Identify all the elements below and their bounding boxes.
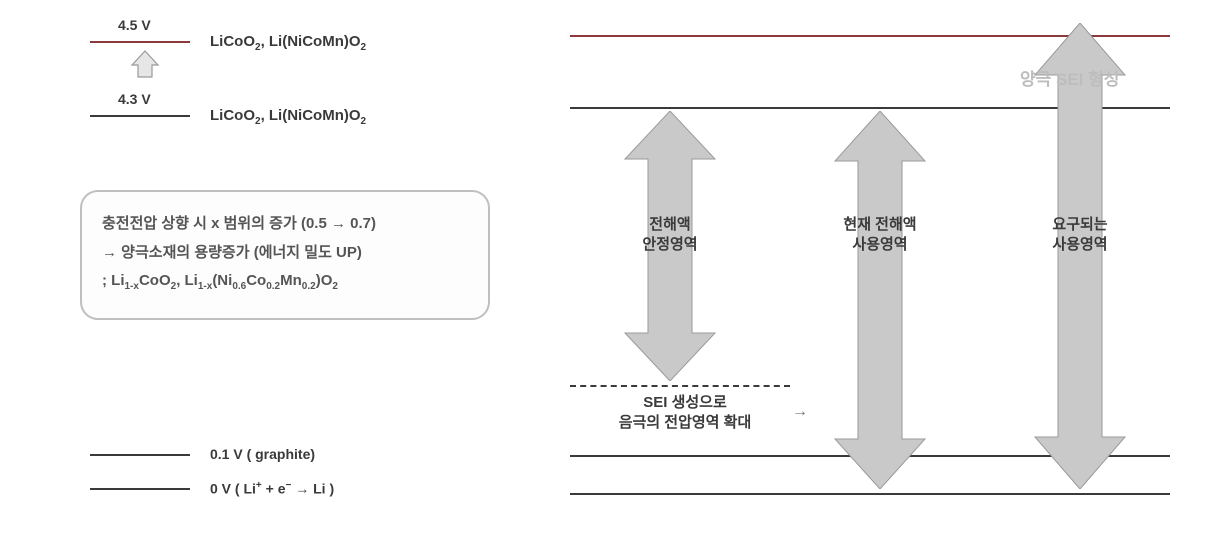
arrow-required-range [1020, 23, 1140, 489]
line-li [90, 488, 190, 490]
arrow1-label: 전해액 안정영역 [600, 215, 740, 256]
right-arrow-icon: → [792, 403, 808, 421]
level-li: 0 V ( Li+ + e− → Li ) [90, 474, 520, 508]
level-line-45 [90, 41, 190, 43]
arrow1-label-l2: 안정영역 [600, 235, 740, 255]
sei-caption-l1: SEI 생성으로 [580, 393, 790, 413]
level-graphite: 0.1 V ( graphite) [90, 440, 520, 474]
line-graphite [90, 454, 190, 456]
arrow-current-range [820, 111, 940, 489]
chem-label-45: LiCoO2, Li(NiCoMn)O2 [210, 33, 366, 53]
chem-label-43: LiCoO2, Li(NiCoMn)O2 [210, 107, 366, 127]
hline-0v [570, 493, 1170, 495]
arrow2-label-l1: 현재 전해액 [810, 215, 950, 235]
info-line-2: → 양극소재의 용량증가 (에너지 밀도 UP) [102, 239, 468, 268]
voltage-label-43: 4.3 V [118, 91, 151, 107]
sei-caption-l2: 음극의 전압영역 확대 [580, 413, 790, 433]
arrow3-label-l1: 요구되는 [1010, 215, 1150, 235]
arrow2-label-l2: 사용영역 [810, 235, 950, 255]
voltage-label-45: 4.5 V [118, 17, 151, 33]
hline-sei-anode [570, 385, 790, 387]
arrow2-label: 현재 전해액 사용영역 [810, 215, 950, 256]
arrow3-label-l2: 사용영역 [1010, 235, 1150, 255]
info-line-3: ; Li1-xCoO2, Li1-x(Ni0.6Co0.2Mn0.2)O2 [102, 267, 468, 296]
arrow3-label: 요구되는 사용영역 [1010, 215, 1150, 256]
info-line-1: 충전전압 상향 시 x 범위의 증가 (0.5 → 0.7) [102, 210, 468, 239]
voltage-level-43: 4.3 V LiCoO2, Li(NiCoMn)O2 [90, 89, 520, 129]
cathode-sei-label: 양극 SEI 형성 [1020, 65, 1119, 90]
info-callout-box: 충전전압 상향 시 x 범위의 증가 (0.5 → 0.7) → 양극소재의 용… [80, 190, 490, 320]
right-diagram: 전해액 안정영역 현재 전해액 사용영역 요구되는 사용영역 양극 SEI 형성… [570, 15, 1190, 515]
chem-text-43: LiCoO2, Li(NiCoMn)O2 [210, 107, 366, 124]
chem-text-45: LiCoO2, Li(NiCoMn)O2 [210, 33, 366, 50]
level-line-43 [90, 115, 190, 117]
label-graphite: 0.1 V ( graphite) [210, 446, 315, 462]
label-li: 0 V ( Li+ + e− → Li ) [210, 480, 334, 497]
bottom-voltage-levels: 0.1 V ( graphite) 0 V ( Li+ + e− → Li ) [90, 440, 520, 508]
arrow1-label-l1: 전해액 [600, 215, 740, 235]
sei-anode-caption: SEI 생성으로 음극의 전압영역 확대 [580, 393, 790, 434]
left-voltage-levels: 4.5 V LiCoO2, Li(NiCoMn)O2 4.3 V LiCoO2,… [90, 15, 520, 103]
upward-arrow-icon [130, 49, 160, 79]
